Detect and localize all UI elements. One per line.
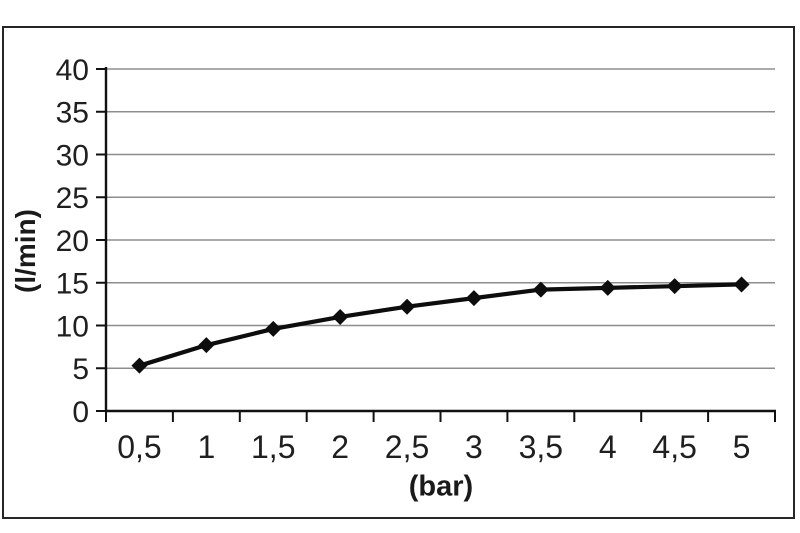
data-point-marker: [465, 290, 482, 307]
x-tick-label: 4: [599, 429, 617, 465]
data-point-marker: [131, 357, 148, 374]
x-tick-label: 4,5: [652, 429, 696, 465]
y-axis-title: (l/min): [10, 209, 41, 293]
data-point-marker: [733, 276, 750, 293]
x-tick-label: 1: [197, 429, 215, 465]
data-point-marker: [399, 298, 416, 315]
y-tick-label: 35: [56, 97, 89, 130]
x-tick-label: 2: [331, 429, 349, 465]
data-point-marker: [599, 279, 616, 296]
y-tick-label: 25: [56, 182, 89, 215]
y-tick-label: 30: [56, 139, 89, 172]
x-tick-label: 3: [465, 429, 483, 465]
data-point-marker: [666, 278, 683, 295]
y-tick-label: 0: [72, 396, 89, 429]
data-point-marker: [265, 320, 282, 337]
series-line: [137, 282, 744, 368]
data-point-marker: [332, 308, 349, 325]
x-axis-title: (bar): [408, 470, 474, 503]
y-tick-label: 15: [56, 268, 89, 301]
y-tick-label: 20: [56, 225, 89, 258]
data-point-marker: [198, 337, 215, 354]
y-tick-label: 10: [56, 310, 89, 343]
x-tick-label: 3,5: [519, 429, 563, 465]
x-tick-label: 5: [733, 429, 751, 465]
x-tick-label: 2,5: [385, 429, 429, 465]
x-tick-label: 1,5: [251, 429, 295, 465]
y-tick-label: 5: [72, 353, 89, 386]
data-point-marker: [532, 281, 549, 298]
chart-border-frame: [2, 26, 795, 519]
y-tick-label: 40: [56, 54, 89, 87]
x-tick-label: 0,5: [117, 429, 161, 465]
